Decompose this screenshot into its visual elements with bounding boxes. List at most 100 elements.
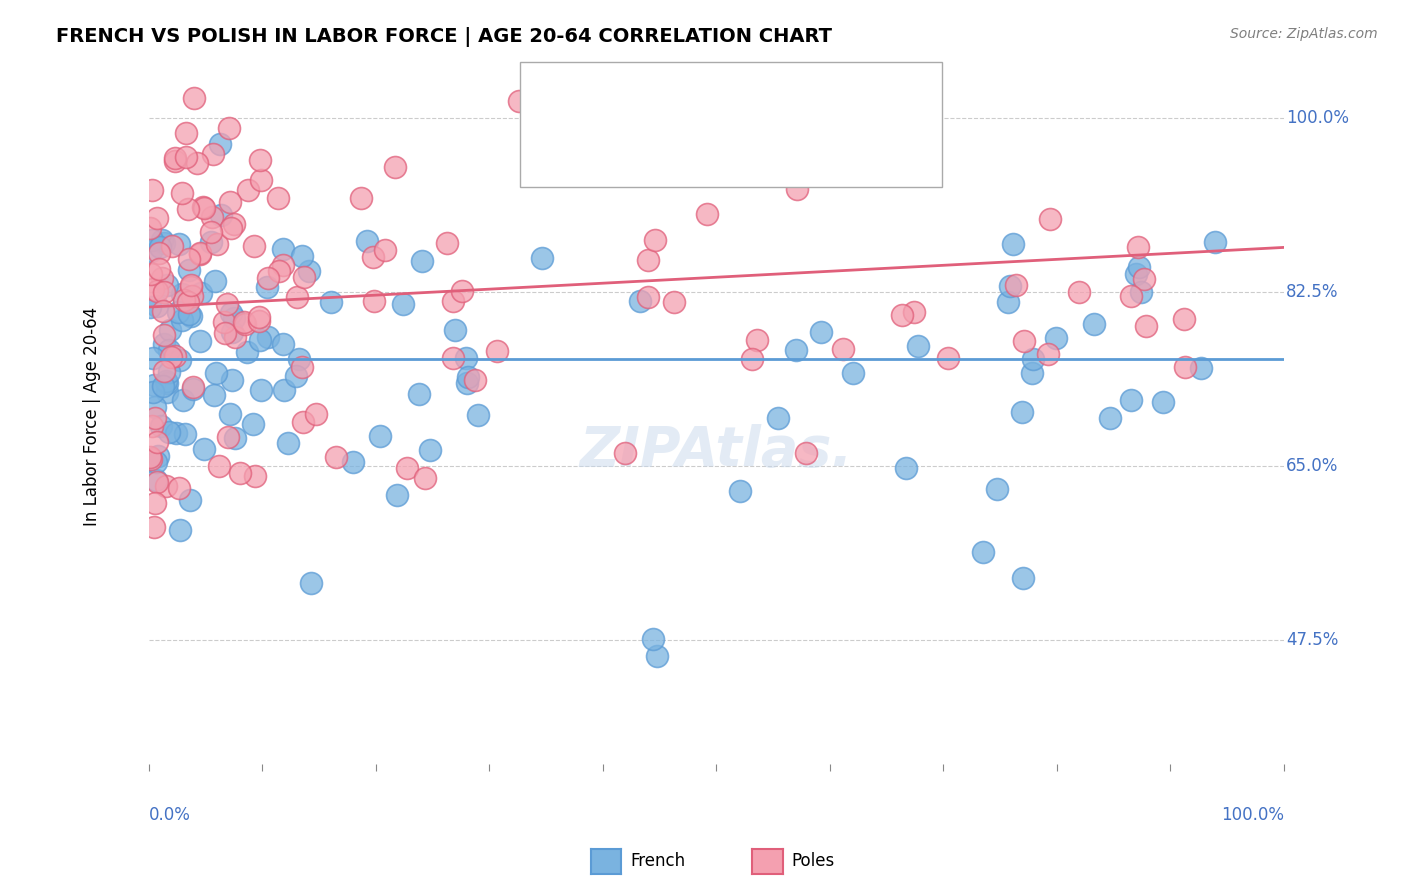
Point bbox=[450, 284, 472, 298]
Point bbox=[508, 95, 530, 109]
Point bbox=[644, 233, 666, 247]
Point bbox=[236, 345, 259, 359]
Point bbox=[271, 337, 294, 351]
Point bbox=[242, 417, 264, 432]
Point bbox=[208, 458, 231, 473]
Point bbox=[1012, 571, 1035, 585]
Point bbox=[408, 387, 430, 401]
Point bbox=[215, 297, 238, 311]
Point bbox=[176, 295, 198, 310]
Point bbox=[188, 246, 211, 260]
Point bbox=[271, 259, 294, 273]
Point bbox=[247, 313, 270, 327]
Point bbox=[903, 305, 925, 319]
Point bbox=[224, 330, 246, 344]
Point bbox=[269, 264, 291, 278]
Point bbox=[1152, 395, 1174, 409]
Point bbox=[145, 454, 167, 468]
Point bbox=[193, 442, 215, 457]
Point bbox=[741, 352, 763, 367]
Point bbox=[149, 419, 172, 434]
Point bbox=[384, 160, 406, 174]
Point bbox=[183, 91, 205, 105]
Point bbox=[165, 426, 187, 441]
Point bbox=[243, 238, 266, 252]
Text: 65.0%: 65.0% bbox=[1286, 457, 1339, 475]
Point bbox=[285, 290, 308, 304]
Point bbox=[139, 452, 162, 467]
Point bbox=[179, 252, 201, 267]
Point bbox=[243, 468, 266, 483]
Text: 119: 119 bbox=[801, 127, 831, 141]
Point bbox=[1204, 235, 1226, 249]
Point bbox=[413, 471, 436, 485]
Text: FRENCH VS POLISH IN LABOR FORCE | AGE 20-64 CORRELATION CHART: FRENCH VS POLISH IN LABOR FORCE | AGE 20… bbox=[56, 27, 832, 46]
Text: 82.5%: 82.5% bbox=[1286, 283, 1339, 301]
Point bbox=[188, 247, 211, 261]
Point bbox=[392, 297, 415, 311]
Point bbox=[647, 648, 669, 663]
Point bbox=[209, 208, 232, 222]
Point bbox=[153, 364, 176, 378]
Point bbox=[222, 311, 245, 326]
Point bbox=[350, 191, 373, 205]
Point bbox=[1036, 347, 1059, 361]
Point bbox=[972, 545, 994, 559]
Point bbox=[217, 430, 239, 444]
Point bbox=[1021, 366, 1043, 380]
Text: -0.002: -0.002 bbox=[654, 91, 703, 105]
Point bbox=[1022, 351, 1045, 366]
Text: N =: N = bbox=[752, 127, 786, 141]
Point bbox=[142, 351, 165, 366]
Point bbox=[212, 315, 235, 329]
Point bbox=[387, 488, 409, 502]
Point bbox=[363, 294, 385, 309]
Point bbox=[224, 217, 246, 231]
Point bbox=[1125, 267, 1147, 281]
Point bbox=[936, 351, 959, 366]
Point bbox=[142, 384, 165, 399]
Point bbox=[166, 305, 188, 319]
Text: R =: R = bbox=[591, 127, 624, 141]
Point bbox=[411, 253, 433, 268]
Point bbox=[173, 426, 195, 441]
Point bbox=[221, 306, 243, 320]
Point bbox=[143, 520, 166, 534]
Point bbox=[630, 294, 652, 309]
Point bbox=[146, 211, 169, 226]
Point bbox=[785, 343, 807, 357]
Point bbox=[159, 322, 181, 336]
Point bbox=[219, 408, 242, 422]
Point bbox=[205, 236, 228, 251]
Point bbox=[238, 183, 260, 197]
Point bbox=[139, 221, 162, 235]
Point bbox=[1128, 260, 1150, 274]
Point bbox=[998, 279, 1021, 293]
Point bbox=[156, 385, 179, 400]
Point bbox=[1174, 359, 1197, 374]
Point bbox=[143, 401, 166, 415]
Point bbox=[219, 194, 242, 209]
Point bbox=[896, 461, 918, 475]
Point bbox=[832, 343, 855, 357]
Point bbox=[614, 446, 637, 460]
Point bbox=[325, 450, 347, 465]
Point bbox=[368, 429, 391, 443]
Point bbox=[172, 393, 194, 408]
Point bbox=[464, 373, 486, 387]
Point bbox=[201, 147, 224, 161]
Point bbox=[766, 410, 789, 425]
Point bbox=[641, 632, 664, 646]
Text: 0.131: 0.131 bbox=[654, 127, 697, 141]
Point bbox=[273, 383, 295, 397]
Point bbox=[747, 333, 769, 347]
Point bbox=[1130, 285, 1153, 299]
Point bbox=[256, 280, 278, 294]
Point bbox=[157, 365, 180, 379]
Point bbox=[810, 325, 832, 339]
Point bbox=[219, 221, 242, 235]
Point bbox=[304, 407, 326, 421]
Point bbox=[190, 286, 212, 301]
Point bbox=[1069, 285, 1091, 299]
Point bbox=[148, 261, 170, 276]
